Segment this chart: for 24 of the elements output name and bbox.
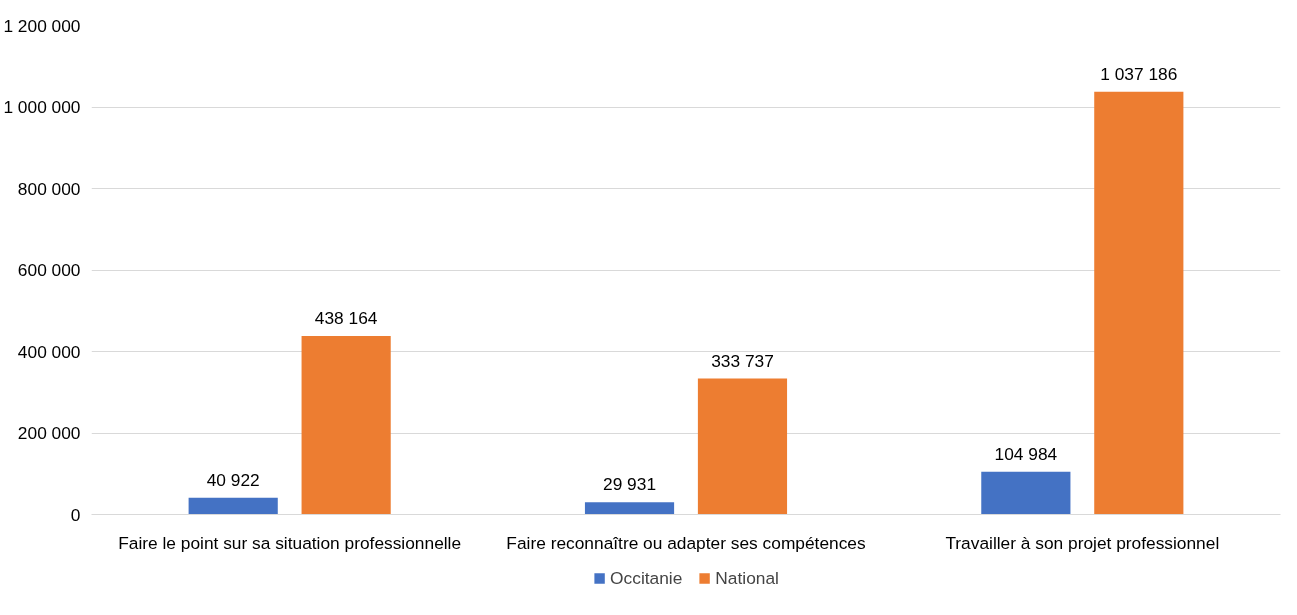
legend-label: National <box>715 567 779 588</box>
bar <box>1094 91 1184 515</box>
y-tick-label: 200 000 <box>17 423 81 443</box>
data-label: 104 984 <box>994 443 1058 464</box>
bar <box>301 335 391 515</box>
y-tick-label: 0 <box>70 504 81 525</box>
y-tick-label: 1 000 000 <box>3 97 81 117</box>
y-tick-label: 1 200 000 <box>3 15 81 36</box>
bar <box>188 497 278 515</box>
x-tick-label: Faire le point sur sa situation professionnelle <box>118 532 462 553</box>
y-tick-label: 600 000 <box>17 260 81 280</box>
x-tick-label: Faire reconnaître ou adapter ses compétences <box>506 532 866 553</box>
legend-label: Occitanie <box>610 567 683 588</box>
bar <box>584 502 675 515</box>
y-tick-label: 400 000 <box>17 341 81 362</box>
data-label: 333 737 <box>711 350 774 371</box>
data-label: 1 037 186 <box>1100 63 1178 84</box>
bar <box>697 378 788 515</box>
data-label: 29 931 <box>603 474 657 495</box>
y-tick-label: 800 000 <box>17 178 81 199</box>
data-label: 438 164 <box>314 307 378 328</box>
x-tick-label: Travailler à son projet professionnel <box>945 532 1220 553</box>
bar <box>981 471 1071 515</box>
data-label: 40 922 <box>206 469 260 490</box>
